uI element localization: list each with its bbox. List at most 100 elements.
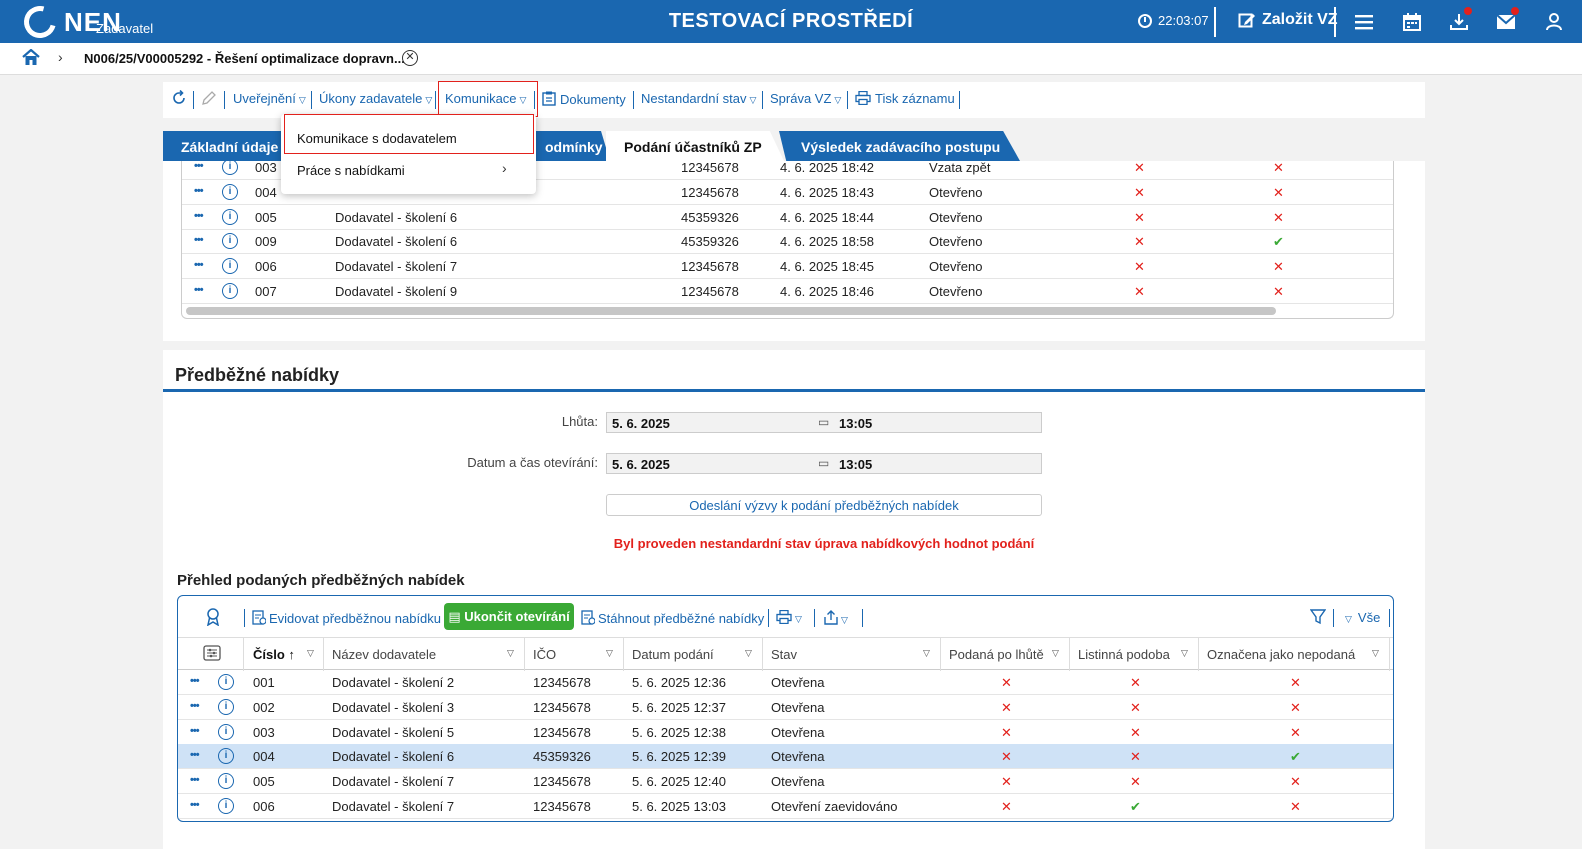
info-icon[interactable]: i	[218, 723, 234, 740]
column-supplier[interactable]: Název dodavatele	[332, 647, 437, 662]
row-actions-icon[interactable]: •••	[194, 161, 204, 172]
info-icon[interactable]: i	[218, 773, 234, 790]
table-row[interactable]: ••• i 006 Dodavatel - školení 7 12345678 4. 6…	[182, 254, 1393, 280]
filter-arrow-icon[interactable]: ▽	[923, 648, 930, 658]
refresh-icon[interactable]	[171, 89, 187, 109]
register-bid-button[interactable]: Evidovat předběžnou nabídku	[252, 610, 441, 626]
view-all-select[interactable]: ▽ Vše	[1345, 610, 1380, 625]
user-icon[interactable]	[1542, 10, 1566, 34]
calendar-icon[interactable]	[1400, 10, 1424, 34]
column-num[interactable]: Číslo ↑	[253, 647, 295, 662]
menu-item-supplier-communication[interactable]: Komunikace s dodavatelem	[297, 131, 457, 146]
info-icon[interactable]: i	[222, 283, 238, 299]
column-state[interactable]: Stav	[771, 647, 798, 662]
menu-icon[interactable]	[1352, 10, 1376, 34]
tab-conditions[interactable]: odmínky	[535, 131, 610, 161]
menu-admin[interactable]: Správa VZ ▽	[770, 91, 841, 106]
row-actions-icon[interactable]: •••	[194, 184, 204, 197]
row-actions-icon[interactable]: •••	[190, 724, 200, 737]
menu-communication[interactable]: Komunikace ▽	[445, 91, 526, 106]
filter-arrow-icon[interactable]: ▽	[606, 648, 613, 658]
section-divider	[163, 389, 1425, 392]
info-icon[interactable]: i	[218, 798, 234, 814]
filter-arrow-icon[interactable]: ▽	[1181, 648, 1188, 658]
filter-arrow-icon[interactable]: ▽	[1052, 648, 1059, 658]
column-date[interactable]: Datum podání	[632, 647, 714, 662]
close-icon[interactable]: ✕	[402, 50, 418, 66]
toolbar-divider	[862, 609, 863, 627]
row-actions-icon[interactable]: •••	[194, 234, 204, 247]
table-row[interactable]: ••• i 003 Dodavatel - školení 5 12345678 5. 6…	[178, 720, 1393, 745]
chevron-down-icon: ▽	[425, 95, 433, 105]
table-row[interactable]: ••• i 001 Dodavatel - školení 2 12345678 5. 6…	[178, 670, 1393, 695]
pencil-icon	[201, 90, 217, 109]
column-divider	[1389, 638, 1390, 671]
info-icon[interactable]: i	[222, 208, 238, 225]
download-notifications-icon[interactable]	[1447, 7, 1472, 34]
filter-icon[interactable]	[1309, 609, 1327, 628]
info-icon[interactable]: i	[222, 161, 238, 175]
table-row[interactable]: ••• i 009 Dodavatel - školení 6 45359326 4. 6…	[182, 229, 1393, 255]
column-unsubmitted[interactable]: Označena jako nepodaná	[1207, 647, 1356, 662]
home-icon[interactable]	[22, 48, 40, 69]
info-icon[interactable]: i	[222, 233, 238, 250]
mail-icon[interactable]	[1494, 7, 1519, 34]
export-menu[interactable]: ▽	[824, 610, 848, 626]
tab-result[interactable]: Výsledek zadávacího postupu	[779, 131, 1020, 161]
tab-bids[interactable]: Podání účastníků ZP	[606, 131, 784, 161]
filter-arrow-icon[interactable]: ▽	[1372, 648, 1379, 658]
table-row[interactable]: ••• i 007 Dodavatel - školení 9 12345678 4. 6…	[182, 279, 1393, 304]
menu-documents[interactable]: Dokumenty	[542, 91, 626, 107]
row-actions-icon[interactable]: •••	[190, 675, 200, 687]
info-icon[interactable]: i	[218, 698, 234, 715]
download-bids-button[interactable]: Stáhnout předběžné nabídky	[581, 610, 764, 626]
column-paper[interactable]: Listinná podoba	[1078, 647, 1170, 662]
menu-documents-label: Dokumenty	[560, 92, 626, 107]
menu-nonstandard[interactable]: Nestandardní stav ▽	[641, 91, 756, 106]
row-actions-icon[interactable]: •••	[194, 284, 204, 296]
info-icon[interactable]: i	[222, 258, 238, 275]
breadcrumb: › N006/25/V00005292 - Řešení optimalizac…	[0, 43, 1582, 75]
table-row[interactable]: ••• i 005 Dodavatel - školení 6 45359326 4. 6…	[182, 205, 1393, 230]
table-row[interactable]: ••• i 003 12345678 4. 6. 2025 18:42 Vzata zpě…	[182, 161, 1393, 180]
row-actions-icon[interactable]: •••	[194, 209, 204, 222]
grid-header: Číslo ↑ ▽ Název dodavatele ▽ IČO ▽ Datum…	[178, 637, 1393, 671]
row-actions-icon[interactable]: •••	[194, 259, 204, 272]
row-actions-icon[interactable]: •••	[190, 799, 200, 811]
row-actions-icon[interactable]: •••	[190, 749, 200, 762]
table-row[interactable]: ••• i 005 Dodavatel - školení 7 12345678 5. 6…	[178, 769, 1393, 795]
table-row[interactable]: ••• i 004 Dodavatel - školení 6 45359326 5. 6…	[178, 744, 1393, 770]
send-invitation-button[interactable]: Odeslání výzvy k podání předběžných nabí…	[606, 494, 1042, 516]
menu-publish[interactable]: Uveřejnění ▽	[233, 91, 306, 106]
menu-item-bid-work[interactable]: Práce s nabídkami	[297, 163, 405, 178]
filter-arrow-icon[interactable]: ▽	[745, 648, 752, 658]
table-row[interactable]: ••• i 006 Dodavatel - školení 7 12345678 5. 6…	[178, 794, 1393, 819]
menu-acts[interactable]: Úkony zadavatele ▽	[319, 91, 432, 106]
end-opening-button[interactable]: ▤ Ukončit otevírání	[444, 603, 574, 630]
filter-arrow-icon[interactable]: ▽	[307, 648, 314, 658]
tab-basic[interactable]: Základní údaje	[163, 131, 291, 161]
menu-publish-label: Uveřejnění	[233, 91, 296, 106]
table-row[interactable]: ••• i 002 Dodavatel - školení 3 12345678 5. 6…	[178, 695, 1393, 720]
column-late[interactable]: Podaná po lhůtě	[949, 647, 1044, 662]
breadcrumb-title[interactable]: N006/25/V00005292 - Řešení optimalizace …	[84, 51, 405, 66]
menu-print[interactable]: Tisk záznamu	[855, 90, 955, 106]
row-ico: 45359326	[681, 209, 739, 225]
filter-arrow-icon[interactable]: ▽	[507, 648, 514, 658]
info-icon[interactable]: i	[218, 748, 234, 765]
nen-logo[interactable]: NEN	[18, 0, 122, 44]
info-icon[interactable]: i	[222, 183, 238, 200]
row-unsubmitted-mark: ✕	[1290, 799, 1301, 814]
info-icon[interactable]: i	[218, 674, 234, 690]
column-ico[interactable]: IČO	[533, 647, 557, 662]
chevron-down-icon: ▽	[298, 95, 306, 105]
create-contract-button[interactable]: Založit VZ	[1238, 11, 1338, 29]
row-actions-icon[interactable]: •••	[190, 699, 200, 712]
table-row[interactable]: ••• i 004 12345678 4. 6. 2025 18:43 Otevřeno ✕…	[182, 180, 1393, 205]
print-menu[interactable]: ▽	[776, 609, 802, 625]
row-actions-icon[interactable]: •••	[190, 774, 200, 787]
column-settings-icon[interactable]	[203, 645, 221, 664]
award-icon[interactable]	[205, 608, 221, 629]
horizontal-scrollbar[interactable]	[186, 307, 1276, 315]
toolbar-divider	[1389, 609, 1390, 627]
